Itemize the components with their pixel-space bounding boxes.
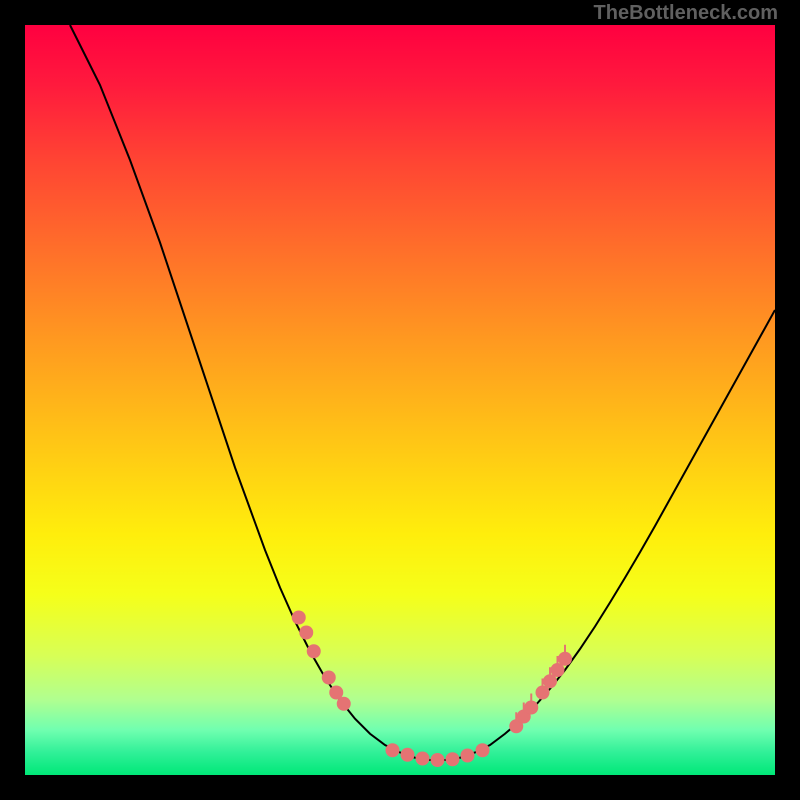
marker-dot — [416, 752, 430, 766]
marker-dot — [292, 611, 306, 625]
marker-dot — [558, 652, 572, 666]
marker-dot — [337, 697, 351, 711]
marker-dot — [446, 752, 460, 766]
marker-dot — [322, 671, 336, 685]
marker-dot — [299, 626, 313, 640]
marker-dot — [401, 748, 415, 762]
marker-dot — [476, 743, 490, 757]
attribution-label: TheBottleneck.com — [594, 2, 778, 25]
marker-dot — [386, 743, 400, 757]
marker-dot — [524, 701, 538, 715]
chart-svg — [25, 25, 775, 775]
marker-dot — [431, 753, 445, 767]
marker-dot — [461, 749, 475, 763]
gradient-background — [25, 25, 775, 775]
marker-dot — [307, 644, 321, 658]
